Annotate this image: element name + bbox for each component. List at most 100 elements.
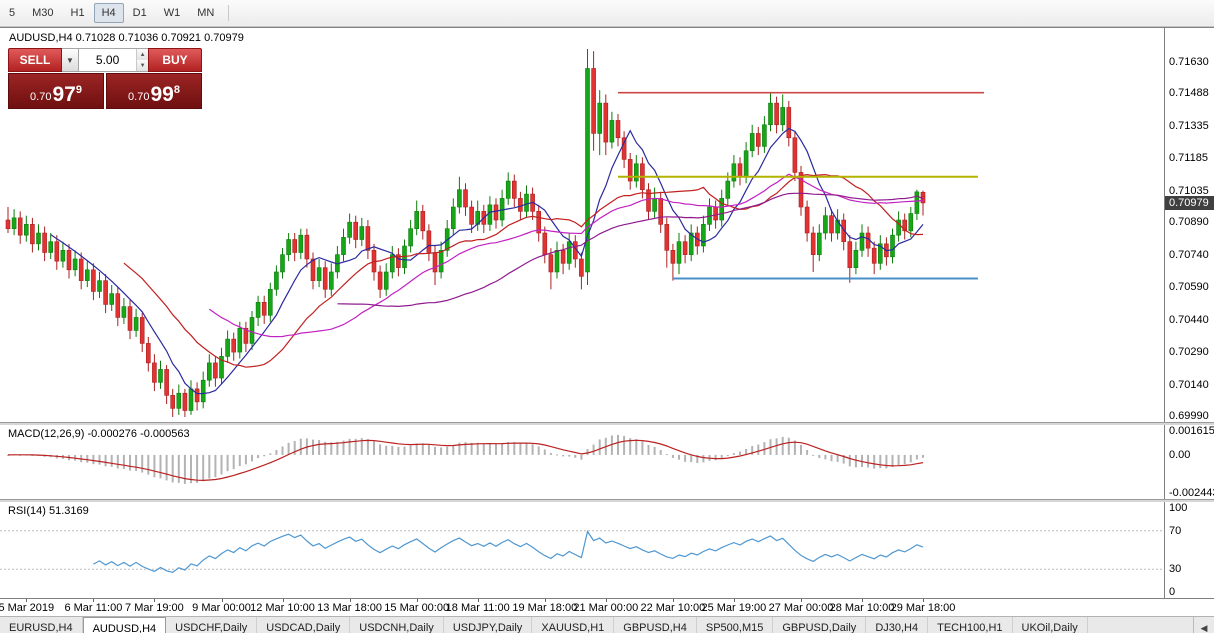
price-tick-label: 0.71630 <box>1169 55 1209 68</box>
chart-area: 0.70979 0.71630 0.71488 0.71335 0.71185 0.71… <box>0 27 1214 616</box>
price-tick-label: 0.71488 <box>1169 86 1209 99</box>
rsi-chart[interactable] <box>0 502 1164 598</box>
volume-box: ▲ ▼ <box>79 48 148 72</box>
chart-tab-USDCNH,Daily[interactable]: USDCNH,Daily <box>350 617 444 633</box>
chart-tab-GBPUSD,Daily[interactable]: GBPUSD,Daily <box>773 617 867 633</box>
one-click-row-buttons: SELL ▼ ▲ ▼ BUY <box>8 48 202 72</box>
time-axis[interactable]: 5 Mar 2019 6 Mar 11:00 7 Mar 19:00 9 Mar 00… <box>0 598 1214 616</box>
timeframe-button-5[interactable]: 5 <box>1 3 23 23</box>
chart-tab-DJ30,H4[interactable]: DJ30,H4 <box>866 617 929 633</box>
time-axis-label: 9 Mar 00:00 <box>192 602 251 614</box>
time-tick-mark <box>154 599 156 602</box>
chart-tab-strip: EURUSD,H4 AUDUSD,H4 USDCHF,Daily USDCAD,Dai… <box>0 617 1193 633</box>
price-tick-label: 0.70290 <box>1169 346 1209 359</box>
chart-tab-SP500,M15[interactable]: SP500,M15 <box>697 617 774 633</box>
chevron-down-icon: ▼ <box>66 55 74 65</box>
time-axis-label: 12 Mar 10:00 <box>250 602 315 614</box>
sell-price-prefix: 0.70 <box>30 91 52 103</box>
macd-tick-label: -0.002443 <box>1169 487 1214 499</box>
time-tick-mark <box>605 599 607 602</box>
volume-stepper: ▲ ▼ <box>136 49 148 71</box>
time-tick-mark <box>221 599 223 602</box>
time-tick-mark <box>733 599 735 602</box>
chart-tab-TECH100,H1[interactable]: TECH100,H1 <box>928 617 1013 633</box>
pane-splitter[interactable] <box>0 499 1214 502</box>
time-axis-label: 25 Mar 19:00 <box>701 602 767 614</box>
rsi-scale[interactable]: 100 70 30 0 <box>1164 502 1214 598</box>
time-tick-mark <box>544 599 546 602</box>
time-axis-label: 6 Mar 11:00 <box>64 602 123 614</box>
volume-dropdown-button[interactable]: ▼ <box>62 48 79 72</box>
chart-tab-XAUUSD,H1[interactable]: XAUUSD,H1 <box>532 617 615 633</box>
buy-price-prefix: 0.70 <box>128 91 150 103</box>
arrow-left-icon: ◀ <box>1200 622 1208 633</box>
spin-up-icon[interactable]: ▲ <box>137 49 148 60</box>
price-scale[interactable]: 0.70979 0.71630 0.71488 0.71335 0.71185 0.71… <box>1164 28 1214 422</box>
time-axis-label: 22 Mar 10:00 <box>640 602 706 614</box>
time-tick-mark <box>862 599 863 602</box>
timeframe-button-h4[interactable]: H4 <box>93 3 124 23</box>
buy-price-big: 99 <box>150 83 174 106</box>
buy-price-display[interactable]: 0.70 99 8 <box>106 73 202 109</box>
time-tick-mark <box>93 599 95 602</box>
rsi-indicator-name: RSI(14) <box>8 505 46 517</box>
spin-down-icon[interactable]: ▼ <box>137 60 148 71</box>
chart-tab-GBPUSD,H4[interactable]: GBPUSD,H4 <box>614 617 697 633</box>
price-tick-label: 0.70590 <box>1169 281 1209 294</box>
time-tick-mark <box>923 599 924 602</box>
time-tick-mark <box>672 599 674 602</box>
price-tick-label: 0.71035 <box>1169 184 1209 197</box>
time-tick-mark <box>477 599 479 602</box>
time-tick-mark <box>416 599 418 602</box>
time-axis-label: 29 Mar 18:00 <box>890 602 956 614</box>
timeframe-button-m30[interactable]: M30 <box>24 3 61 23</box>
chart-tab-USDCAD,Daily[interactable]: USDCAD,Daily <box>257 617 351 633</box>
time-tick-mark <box>349 599 351 602</box>
tab-scroll-left-button[interactable]: ◀ <box>1193 617 1214 633</box>
chart-tab-AUDUSD,H4[interactable]: AUDUSD,H4 <box>82 617 167 633</box>
buy-button[interactable]: BUY <box>148 48 202 72</box>
chart-tab-UKOil,Daily[interactable]: UKOil,Daily <box>1013 617 1088 633</box>
timeframe-button-w1[interactable]: W1 <box>156 3 189 23</box>
macd-tick-label: 0.00 <box>1169 448 1191 461</box>
price-tick-label: 0.71335 <box>1169 119 1209 132</box>
rsi-tick-label: 100 <box>1169 502 1188 514</box>
one-click-trading-panel: SELL ▼ ▲ ▼ BUY 0.70 <box>8 48 202 109</box>
time-tick-mark <box>282 599 284 602</box>
timeframe-button-d1[interactable]: D1 <box>125 3 155 23</box>
macd-chart[interactable] <box>0 425 1164 499</box>
timeframe-button-mn[interactable]: MN <box>189 3 222 23</box>
chart-tab-EURUSD,H4[interactable]: EURUSD,H4 <box>0 617 83 633</box>
rsi-tick-label: 0 <box>1169 586 1176 598</box>
sell-price-big: 97 <box>52 83 76 106</box>
price-tick-label: 0.71185 <box>1169 152 1208 165</box>
rsi-tick-label: 30 <box>1169 563 1182 576</box>
time-axis-label: 19 Mar 18:00 <box>512 602 578 614</box>
time-axis-label: 5 Mar 2019 <box>0 602 55 614</box>
volume-input[interactable] <box>79 49 137 71</box>
time-axis-label: 27 Mar 00:00 <box>768 602 834 614</box>
toolbar-separator <box>228 5 230 21</box>
chart-title-ohlc: 0.71028 0.71036 0.70921 0.70979 <box>75 32 244 44</box>
time-axis-label: 28 Mar 10:00 <box>829 602 895 614</box>
timeframe-button-h1[interactable]: H1 <box>63 3 93 23</box>
chart-tab-bar: EURUSD,H4 AUDUSD,H4 USDCHF,Daily USDCAD,Dai… <box>0 616 1214 633</box>
rsi-pane: 100 70 30 0 RSI(14) 51.3169 <box>0 502 1214 598</box>
pane-splitter[interactable] <box>0 422 1214 425</box>
chart-tab-USDJPY,Daily[interactable]: USDJPY,Daily <box>444 617 533 633</box>
macd-indicator-values: -0.000276 -0.000563 <box>87 428 190 440</box>
one-click-row-prices: 0.70 97 9 0.70 99 8 <box>8 73 202 109</box>
rsi-label: RSI(14) 51.3169 <box>8 505 89 517</box>
sell-button[interactable]: SELL <box>8 48 62 72</box>
rsi-indicator-value: 51.3169 <box>48 505 89 517</box>
buy-price-pip: 8 <box>173 84 180 96</box>
chart-tab-USDCHF,Daily[interactable]: USDCHF,Daily <box>166 617 258 633</box>
sell-price-display[interactable]: 0.70 97 9 <box>8 73 104 109</box>
macd-label: MACD(12,26,9) -0.000276 -0.000563 <box>8 428 190 440</box>
time-axis-label: 15 Mar 00:00 <box>384 602 450 614</box>
chart-title: AUDUSD,H4 0.71028 0.71036 0.70921 0.7097… <box>9 32 244 44</box>
macd-scale[interactable]: 0.001615 0.00 -0.002443 <box>1164 425 1214 499</box>
timeframe-buttons: 5 M30 H1 H4 D1 W1 MN <box>1 3 222 23</box>
price-tick-label: 0.70740 <box>1169 248 1209 261</box>
chart-title-symbol: AUDUSD,H4 <box>9 32 73 44</box>
